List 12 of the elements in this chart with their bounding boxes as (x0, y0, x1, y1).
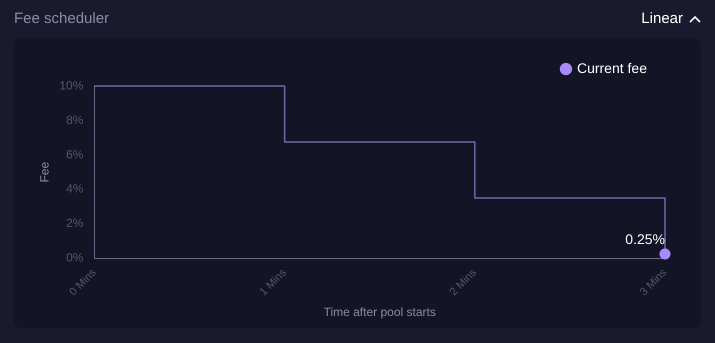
x-axis-title: Time after pool starts (324, 305, 436, 320)
y-tick-label: 4% (66, 182, 84, 196)
y-tick-label: 0% (66, 250, 84, 265)
y-axis-title: Fee (38, 162, 52, 183)
data-label: 0.25% (625, 230, 665, 247)
legend-label: Current fee (576, 60, 648, 76)
chart-title: Fee scheduler (14, 10, 110, 27)
y-tick-label: 2% (66, 216, 84, 230)
y-tick-label: 8% (66, 112, 84, 127)
y-tick-label: 6% (66, 147, 84, 162)
y-tick-label: 10% (59, 78, 84, 92)
text: Linear (641, 10, 683, 27)
